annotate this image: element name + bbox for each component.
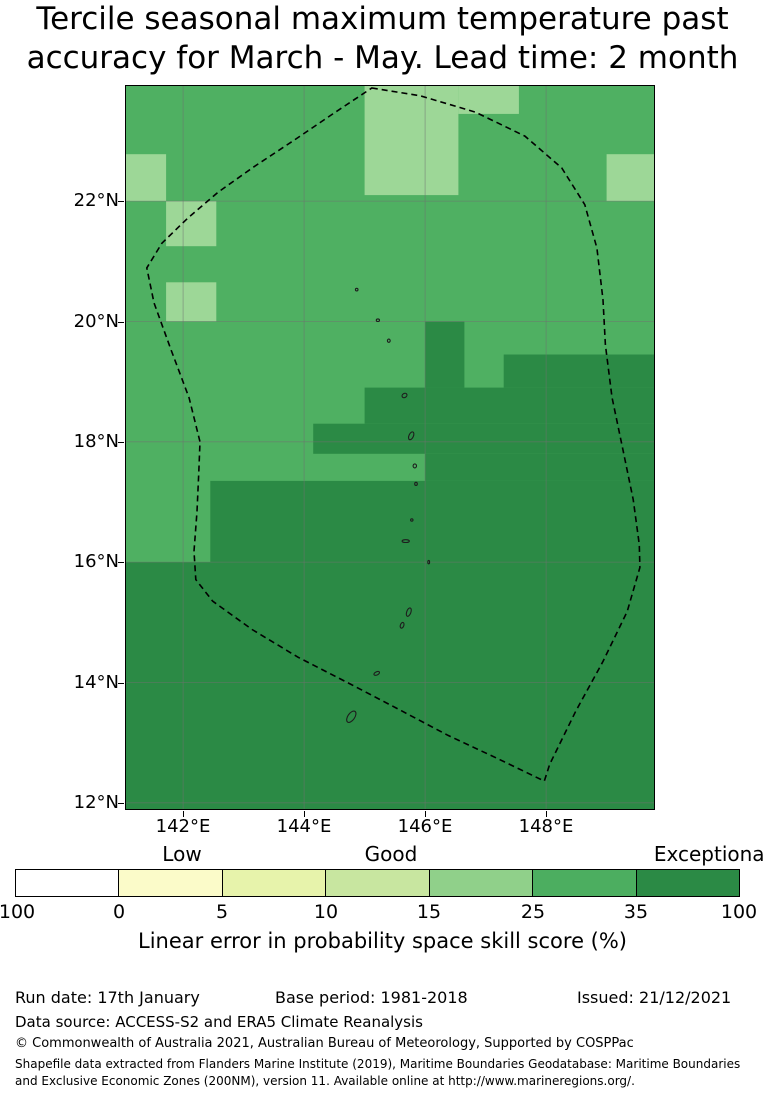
lat-tick-label-20n: 20°N — [73, 311, 119, 332]
colorbar-segment — [635, 870, 739, 896]
y-tick-mark — [118, 803, 124, 804]
x-tick-mark — [425, 811, 426, 817]
lon-tick-label-146e: 146°E — [397, 816, 453, 837]
lat-tick-label-16n: 16°N — [73, 551, 119, 572]
colorbar-class-label-low: Low — [162, 842, 202, 866]
colorbar-segment — [118, 870, 222, 896]
colorbar-tick-label: 100 — [720, 901, 758, 923]
lon-tick-label-144e: 144°E — [276, 816, 332, 837]
colorbar-tick-label: 15 — [416, 901, 442, 923]
x-tick-mark — [183, 811, 184, 817]
colorbar-tick-label: 100 — [0, 901, 36, 923]
skill-score-map — [125, 85, 655, 810]
y-tick-mark — [118, 562, 124, 563]
issued-date-text: Issued: 21/12/2021 — [577, 988, 732, 1007]
lat-tick-label-14n: 14°N — [73, 672, 119, 693]
base-period-text: Base period: 1981-2018 — [275, 988, 468, 1007]
lat-tick-label-22n: 22°N — [73, 190, 119, 211]
colorbar-segment — [532, 870, 636, 896]
map-plot-area — [125, 85, 655, 810]
lat-tick-label-18n: 18°N — [73, 431, 119, 452]
shapefile-attribution-text: Shapefile data extracted from Flanders M… — [15, 1057, 741, 1088]
data-source-text: Data source: ACCESS-S2 and ERA5 Climate … — [15, 1013, 423, 1031]
lat-tick-label-12n: 12°N — [73, 792, 119, 813]
colorbar-class-label-good: Good — [364, 842, 418, 866]
colorbar — [15, 869, 740, 897]
colorbar-segment — [16, 870, 119, 896]
x-tick-mark — [546, 811, 547, 817]
lon-tick-label-148e: 148°E — [518, 816, 574, 837]
colorbar-class-label-exceptional: Exceptional — [653, 842, 765, 866]
y-tick-mark — [118, 322, 124, 323]
colorbar-segment — [325, 870, 429, 896]
copyright-text: © Commonwealth of Australia 2021, Austra… — [15, 1036, 634, 1051]
title-line-1: Tercile seasonal maximum temperature pas… — [36, 1, 729, 37]
x-tick-mark — [304, 811, 305, 817]
colorbar-tick-label: 5 — [215, 901, 229, 923]
y-tick-mark — [118, 442, 124, 443]
colorbar-segment — [428, 870, 533, 896]
y-tick-mark — [118, 201, 124, 202]
figure-title: Tercile seasonal maximum temperature pas… — [0, 0, 765, 78]
y-tick-mark — [118, 683, 124, 684]
colorbar-tick-label: 10 — [313, 901, 339, 923]
title-line-2: accuracy for March - May. Lead time: 2 m… — [26, 40, 739, 76]
colorbar-axis-label: Linear error in probability space skill … — [138, 929, 627, 953]
colorbar-tick-label: 25 — [520, 901, 546, 923]
colorbar-segment — [221, 870, 326, 896]
colorbar-tick-label: 35 — [623, 901, 649, 923]
colorbar-tick-label: 0 — [112, 901, 126, 923]
lon-tick-label-142e: 142°E — [155, 816, 211, 837]
run-date-text: Run date: 17th January — [15, 988, 200, 1007]
